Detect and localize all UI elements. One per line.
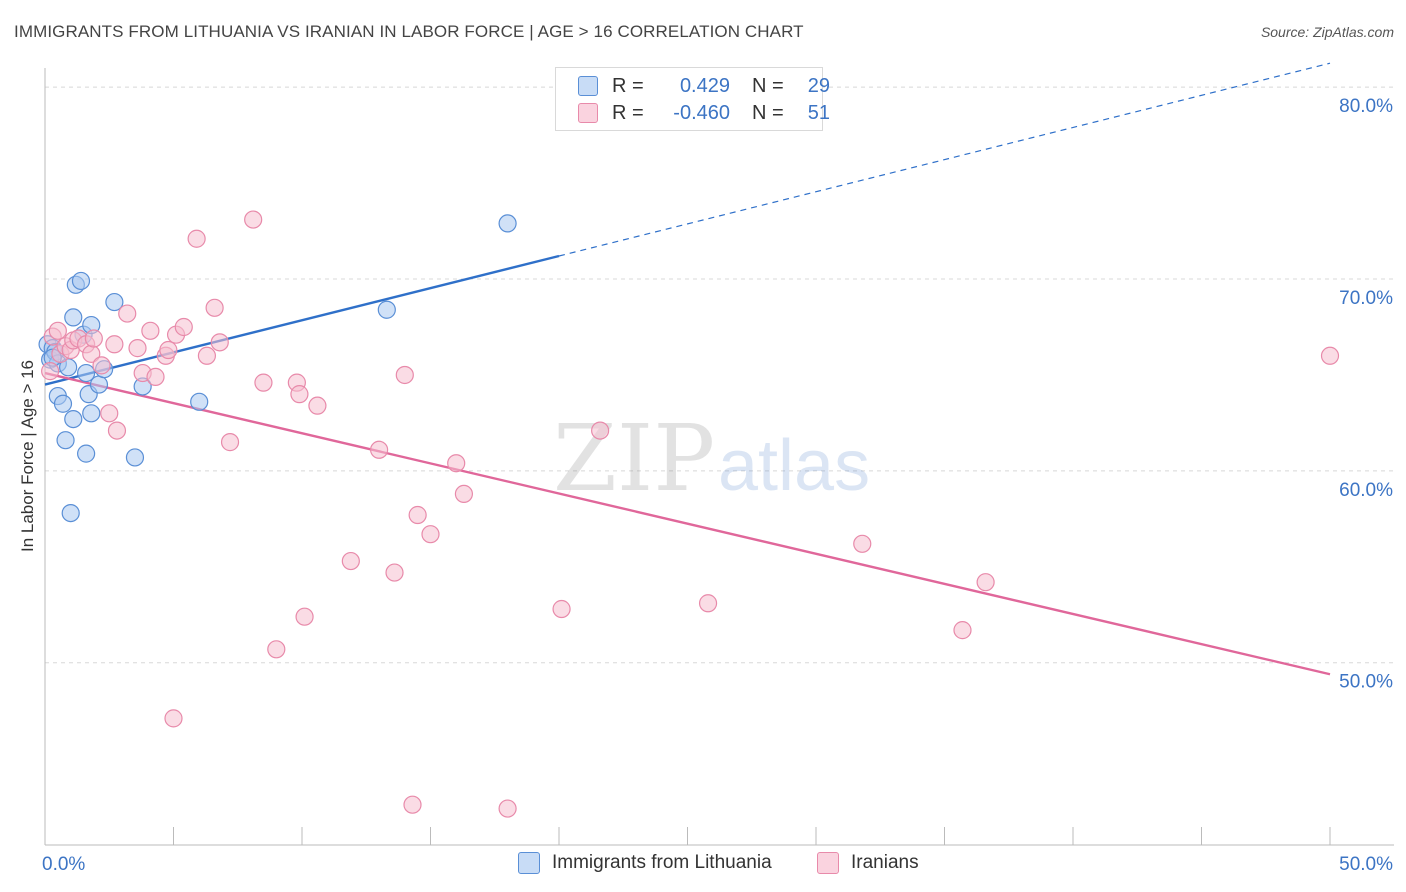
point-lithuania xyxy=(105,292,124,312)
point-lithuania xyxy=(64,409,83,429)
legend-n-value: 51 xyxy=(807,101,830,124)
x-tick-label: 50.0% xyxy=(1339,854,1393,875)
point-iranians xyxy=(295,607,314,626)
point-lithuania xyxy=(77,444,96,463)
point-iranians xyxy=(308,396,327,415)
point-iranians xyxy=(290,385,309,404)
data-points xyxy=(38,210,1340,818)
axes xyxy=(44,68,1394,846)
point-iranians xyxy=(953,621,972,640)
point-iranians xyxy=(853,534,872,553)
point-lithuania xyxy=(125,448,145,467)
legend-swatch-pink xyxy=(578,103,598,123)
legend-r-value: 0.429 xyxy=(679,74,730,97)
point-lithuania xyxy=(77,363,96,383)
point-iranians xyxy=(100,404,119,423)
y-tick-label: 70.0% xyxy=(1339,288,1393,309)
series-legend: Immigrants from Lithuania Iranians xyxy=(0,852,1406,878)
point-iranians xyxy=(146,367,165,386)
point-lithuania xyxy=(190,392,209,411)
point-iranians xyxy=(698,594,718,613)
legend-swatch-blue xyxy=(518,852,540,874)
point-lithuania xyxy=(89,375,109,394)
point-lithuania xyxy=(498,214,517,233)
y-axis-label: In Labor Force | Age > 16 xyxy=(18,359,37,553)
point-iranians xyxy=(205,298,224,317)
point-iranians xyxy=(498,799,517,818)
legend-item-iranians[interactable]: Iranians xyxy=(817,852,919,874)
point-iranians xyxy=(164,709,183,728)
point-iranians xyxy=(84,329,103,348)
point-iranians xyxy=(408,505,427,525)
legend-swatch-pink xyxy=(817,852,839,874)
point-lithuania xyxy=(64,308,83,327)
trend-iranians xyxy=(44,371,1331,676)
y-tick-label: 80.0% xyxy=(1339,96,1393,117)
point-lithuania xyxy=(56,431,75,450)
point-iranians xyxy=(267,640,286,659)
point-iranians xyxy=(370,440,389,459)
point-iranians xyxy=(447,454,466,473)
legend-row-iranians: R = -0.460 N = 51 xyxy=(578,101,830,125)
point-iranians xyxy=(591,421,610,440)
point-iranians xyxy=(454,484,474,504)
legend-n-value: 29 xyxy=(807,74,830,97)
point-iranians xyxy=(174,317,193,337)
trend-lines xyxy=(44,62,1331,676)
y-tick-label: 60.0% xyxy=(1339,480,1393,501)
point-iranians xyxy=(141,321,160,340)
point-iranians xyxy=(341,551,360,571)
point-iranians xyxy=(254,373,273,392)
point-iranians xyxy=(187,229,206,248)
point-iranians xyxy=(41,362,60,381)
legend-n-label: N = xyxy=(752,74,784,97)
point-iranians xyxy=(197,346,217,365)
point-iranians xyxy=(118,304,137,323)
chart-title: IMMIGRANTS FROM LITHUANIA VS IRANIAN IN … xyxy=(14,22,804,41)
point-lithuania xyxy=(377,300,396,319)
legend-r-label: R = xyxy=(612,101,644,124)
point-iranians xyxy=(976,573,995,592)
point-lithuania xyxy=(53,394,73,413)
point-iranians xyxy=(220,433,240,452)
correlation-legend: R = 0.429 N = 29 R = -0.460 N = 51 xyxy=(555,67,830,131)
point-iranians xyxy=(159,340,178,360)
point-iranians xyxy=(1320,346,1340,365)
point-iranians xyxy=(128,339,147,358)
legend-row-lithuania: R = 0.429 N = 29 xyxy=(578,74,830,98)
legend-n-label: N = xyxy=(752,101,784,124)
watermark-zip: ZIP xyxy=(553,405,715,512)
legend-label-lithuania: Immigrants from Lithuania xyxy=(552,852,772,873)
legend-item-lithuania[interactable]: Immigrants from Lithuania xyxy=(518,852,772,874)
y-tick-label: 50.0% xyxy=(1339,672,1393,693)
legend-label-iranians: Iranians xyxy=(851,852,919,873)
point-iranians xyxy=(105,335,124,354)
legend-r-value: -0.460 xyxy=(673,101,730,124)
legend-swatch-blue xyxy=(578,76,598,96)
point-lithuania xyxy=(61,503,80,523)
watermark-atlas: atlas xyxy=(718,426,870,506)
trend-extension-lithuania xyxy=(558,62,1331,257)
point-iranians xyxy=(403,795,422,814)
point-iranians xyxy=(48,321,67,340)
point-iranians xyxy=(107,421,127,440)
trend-lithuania xyxy=(44,254,560,386)
point-iranians xyxy=(210,333,229,352)
watermark: ZIP atlas xyxy=(553,405,870,512)
x-tick-label: 0.0% xyxy=(42,854,85,875)
point-iranians xyxy=(244,210,263,229)
point-lithuania xyxy=(71,271,91,291)
point-iranians xyxy=(92,356,111,375)
point-lithuania xyxy=(82,404,101,423)
tick-labels: 50.0% 60.0% 70.0% 80.0% 0.0% 50.0% xyxy=(42,96,1393,875)
point-iranians xyxy=(421,525,440,544)
point-lithuania xyxy=(59,358,78,377)
point-iranians xyxy=(385,563,404,582)
point-iranians xyxy=(552,599,571,619)
legend-r-label: R = xyxy=(612,74,644,97)
source-label: Source: ZipAtlas.com xyxy=(1260,24,1394,40)
point-iranians xyxy=(395,365,414,385)
gridlines xyxy=(45,86,1394,664)
